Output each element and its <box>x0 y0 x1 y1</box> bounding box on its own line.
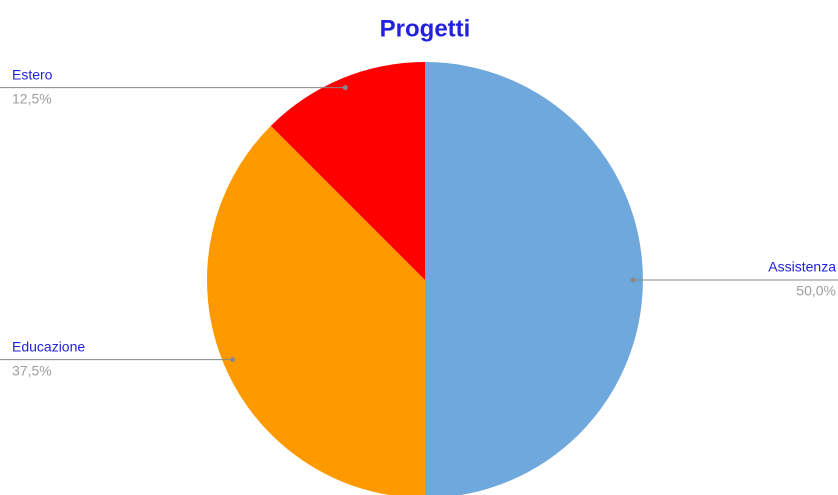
leader-dot <box>342 85 348 91</box>
slice-label: Educazione <box>12 338 85 354</box>
slice-value: 50,0% <box>796 283 836 299</box>
slice-value: 12,5% <box>12 90 52 106</box>
leader-dot <box>630 277 636 283</box>
chart-title: Progetti <box>380 15 471 42</box>
pie-slice <box>270 62 425 280</box>
slice-label: Assistenza <box>768 259 836 275</box>
pie-slice <box>425 62 643 495</box>
leader-dot <box>230 357 236 363</box>
slice-value: 37,5% <box>12 362 52 378</box>
pie-slice <box>207 125 425 495</box>
slice-label: Estero <box>12 66 53 82</box>
